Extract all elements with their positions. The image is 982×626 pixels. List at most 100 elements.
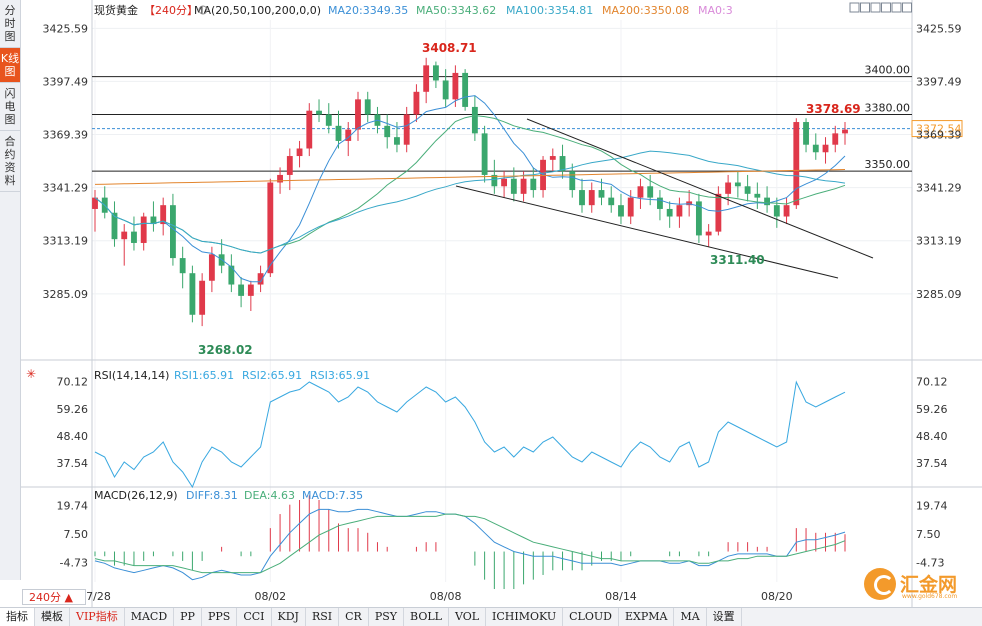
rsi3-value: RSI3:65.91 [310,369,370,382]
rsi1-value: RSI1:65.91 [174,369,234,382]
macd-dea-value: DEA:4.63 [244,489,295,502]
indicator-tab-17[interactable]: 设置 [707,608,742,626]
zoom-toolbar[interactable] [849,2,912,13]
left-tab-0[interactable]: 分时图 [0,0,20,48]
candle-body [257,273,264,285]
left-tab-3[interactable]: 合约资料 [0,131,20,192]
zoom-out-icon[interactable] [860,2,870,13]
candle-body [725,182,732,194]
candle-body [442,80,449,100]
macd-tick-right: -4.73 [916,557,944,570]
indicator-tab-0[interactable]: 指标 [0,608,35,626]
indicator-tab-2[interactable]: VIP指标 [70,608,125,626]
period-select-button[interactable]: 240分 ▲ [22,589,86,605]
price-annotation: 3268.02 [198,343,253,357]
candle-body [842,129,848,134]
date-tick-label: 08/14 [605,590,637,603]
candle-body [783,205,790,217]
grid [92,20,912,582]
indicator-tab-15[interactable]: EXPMA [619,608,675,626]
price-tick-left: 3285.09 [43,288,89,301]
candle-body [150,216,157,225]
candle-body [803,122,809,145]
current-price-label: 3372.54 [916,123,962,136]
candle-body [559,156,566,172]
rsi-tick-left: 59.26 [57,403,89,416]
level-label: 3350.00 [865,158,911,171]
reset-icon[interactable] [891,2,902,13]
panel-headers: 现货黄金 【240分】MA(20,50,100,200,0,0) MA20:3349… [26,3,733,502]
indicator-tab-9[interactable]: CR [339,608,369,626]
candle-body [228,265,235,285]
candle-body [686,201,693,206]
axes: 3425.59 3425.59 3397.49 3397.49 3369.39 3369.… [43,22,962,603]
date-tick-label: 08/02 [254,590,286,603]
candle-body [267,182,274,274]
price-tick-left: 3341.29 [43,182,89,195]
indicator-tab-11[interactable]: BOLL [404,608,449,626]
candle-body [286,156,293,175]
candle-body [423,65,430,92]
candle-body [92,197,98,209]
candle-body [549,156,556,160]
indicator-tab-1[interactable]: 模板 [35,608,70,626]
macd-tick-right: 19.74 [916,499,948,512]
candle-body [608,197,615,206]
candle-body [296,148,303,157]
price-tick-right: 3313.19 [916,235,962,248]
period-label: 【240分】 [144,4,198,17]
candle-body [452,72,459,100]
candle-body [471,106,478,134]
indicator-tab-13[interactable]: ICHIMOKU [486,608,564,626]
macd-dif-line [94,508,846,581]
candle-body [170,205,176,259]
macd-panel: 19.74 19.74 7.50 7.50 -4.73 -4.73 [57,495,948,590]
ma50-value: MA50:3343.62 [416,4,496,17]
macd-dif-value: DIFF:8.31 [186,489,238,502]
price-tick-left: 3369.39 [43,129,89,142]
logo-url: www.gold678.com [902,593,958,600]
candle-body [588,190,595,206]
macd-label: MACD(26,12,9) [94,489,178,502]
left-icon[interactable] [870,2,881,13]
candle-body [598,190,605,198]
candle-body [647,186,654,198]
panel-separators [20,0,982,607]
candle-body [394,137,400,145]
indicator-tab-4[interactable]: PP [174,608,202,626]
rsi-label: RSI(14,14,14) [94,369,169,382]
indicator-tab-14[interactable]: CLOUD [563,608,619,626]
candle-body [355,99,361,130]
candle-body [131,231,137,243]
date-tick-label: 08/20 [761,590,793,603]
price-tick-right: 3341.29 [916,182,962,195]
indicator-tab-8[interactable]: RSI [306,608,340,626]
indicator-tab-6[interactable]: CCI [237,608,272,626]
level-label: 3400.00 [865,64,911,77]
candle-body [530,178,537,191]
indicator-tab-3[interactable]: MACD [125,608,175,626]
left-view-tabs: 分时图 K线图 闪电图 合约资料 [0,0,21,580]
zoom-in-icon[interactable] [849,2,860,13]
left-tab-2[interactable]: 闪电图 [0,83,20,131]
moving-averages [94,95,846,283]
indicator-tab-12[interactable]: VOL [449,608,487,626]
ma200-value: MA200:3350.08 [602,4,689,17]
settings-icon[interactable] [902,2,912,13]
indicator-tab-16[interactable]: MA [674,608,707,626]
date-tick-label: 08/08 [430,590,462,603]
candle-body [140,216,147,243]
left-tab-1[interactable]: K线图 [0,48,20,83]
candle-body [121,231,128,240]
level-label: 3380.00 [865,101,911,114]
indicator-tab-5[interactable]: PPS [202,608,238,626]
trendline-lower [455,185,839,279]
price-tick-left: 3313.19 [43,235,89,248]
price-annotation: 3311.40 [710,253,765,267]
right-icon[interactable] [881,2,891,13]
candle-body [812,144,819,153]
candle-body [666,208,673,217]
crosshair-icon: ✳ [26,367,36,381]
indicator-tab-10[interactable]: PSY [369,608,405,626]
indicator-tab-7[interactable]: KDJ [272,608,306,626]
